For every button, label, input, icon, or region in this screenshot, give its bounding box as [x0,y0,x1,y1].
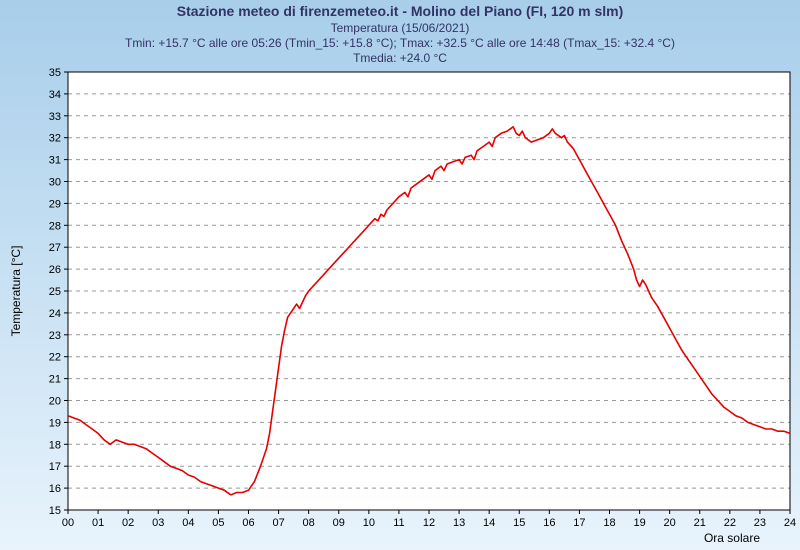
x-tick-label: 12 [423,517,435,529]
x-tick-label: 14 [483,517,495,529]
x-tick-label: 23 [754,517,766,529]
y-tick-label: 21 [49,374,61,386]
x-tick-label: 07 [272,517,284,529]
y-tick-label: 19 [49,417,61,429]
x-tick-label: 01 [92,517,104,529]
chart-subtitle-3: Tmedia: +24.0 °C [353,51,447,65]
chart-title: Stazione meteo di firenzemeteo.it - Moli… [177,3,624,19]
y-tick-label: 35 [49,67,61,79]
y-tick-label: 26 [49,264,61,276]
temperature-chart: 15 16 17 18 19 20 21 22 23 24 25 26 27 28 29 30 31 32 33 34… [0,0,800,550]
x-tick-label: 22 [724,517,736,529]
x-tick-label: 10 [363,517,375,529]
x-tick-label: 02 [122,517,134,529]
y-tick-label: 24 [49,308,61,320]
chart-subtitle-2: Tmin: +15.7 °C alle ore 05:26 (Tmin_15: … [125,36,675,50]
x-tick-label: 06 [242,517,254,529]
x-tick-label: 00 [62,517,74,529]
y-tick-label: 16 [49,483,61,495]
y-tick-label: 33 [49,111,61,123]
x-tick-label: 18 [603,517,615,529]
x-tick-label: 05 [212,517,224,529]
y-tick-label: 27 [49,242,61,254]
x-tick-label: 09 [333,517,345,529]
y-tick-label: 17 [49,461,61,473]
x-tick-label: 16 [543,517,555,529]
x-tick-label: 08 [303,517,315,529]
y-tick-label: 34 [49,89,61,101]
x-axis-label: Ora solare [704,531,760,545]
x-tick-label: 21 [694,517,706,529]
x-tick-label: 20 [664,517,676,529]
y-tick-label: 22 [49,352,61,364]
x-tick-label: 19 [633,517,645,529]
y-tick-label: 15 [49,505,61,517]
x-tick-label: 04 [182,517,194,529]
x-tick-label: 24 [784,517,796,529]
y-tick-label: 29 [49,198,61,210]
y-tick-label: 23 [49,330,61,342]
x-tick-label: 13 [453,517,465,529]
y-tick-label: 28 [49,220,61,232]
x-tick-label: 03 [152,517,164,529]
y-tick-label: 25 [49,286,61,298]
y-tick-label: 31 [49,155,61,167]
y-tick-label: 18 [49,439,61,451]
y-axis-label: Temperatura [°C] [9,246,23,337]
x-tick-label: 15 [513,517,525,529]
x-tick-label: 17 [573,517,585,529]
x-tick-label: 11 [393,517,404,529]
y-tick-label: 32 [49,133,61,145]
chart-container: 15 16 17 18 19 20 21 22 23 24 25 26 27 28 29 30 31 32 33 34… [0,0,800,550]
y-tick-label: 30 [49,177,61,189]
y-tick-label: 20 [49,396,61,408]
chart-subtitle-1: Temperatura (15/06/2021) [331,21,470,35]
